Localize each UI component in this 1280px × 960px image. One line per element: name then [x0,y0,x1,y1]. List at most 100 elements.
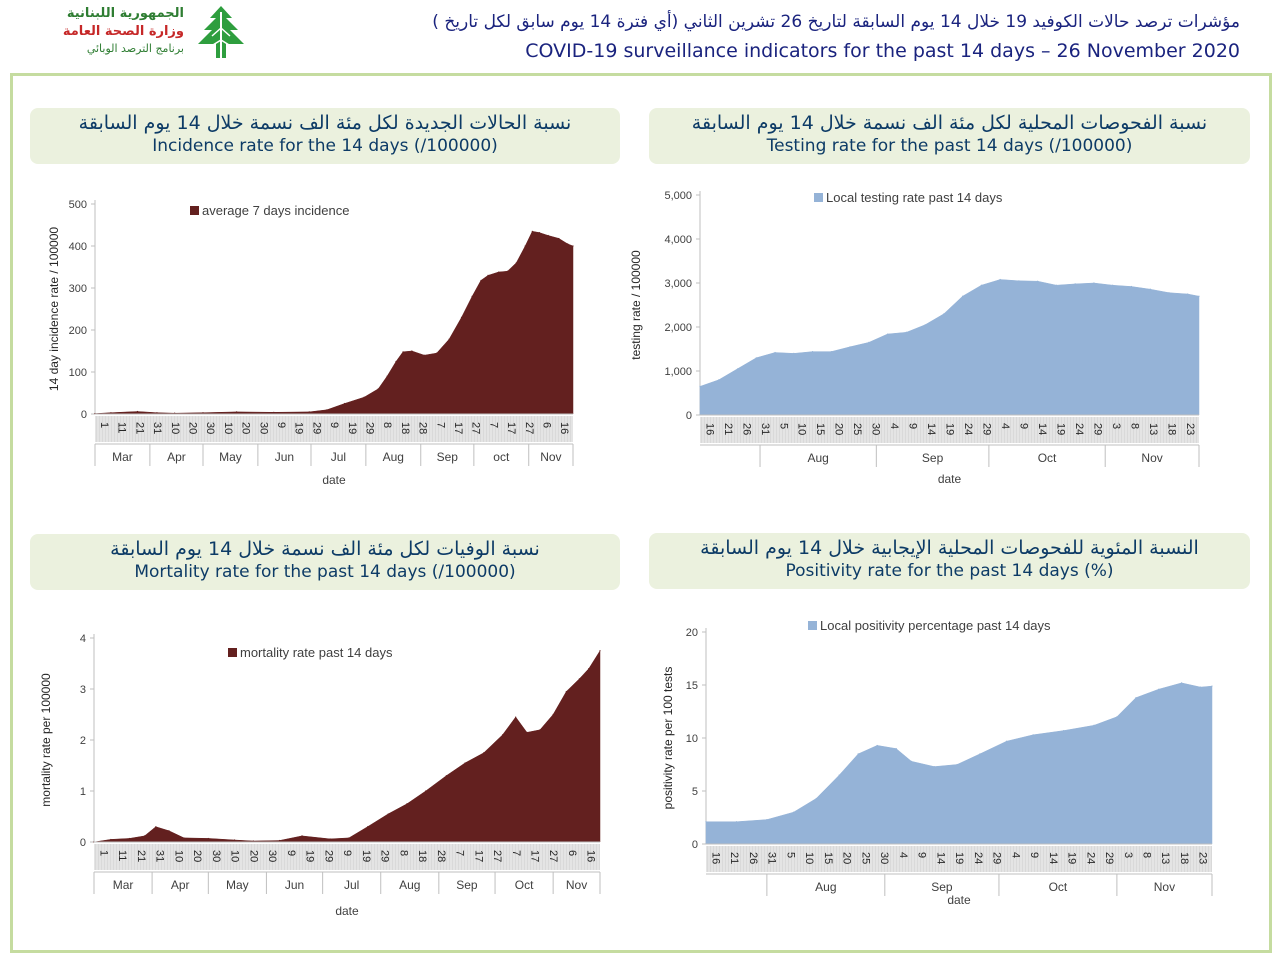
data-point [943,313,945,315]
data-point [233,839,236,841]
data-point [202,412,204,414]
x-tick-label: 9 [285,850,297,856]
x-tick-label: 4 [999,423,1011,429]
x-tick-label: 14 [934,852,946,864]
y-tick-label: 400 [69,241,87,253]
series-area [699,279,1200,416]
data-point [445,775,447,777]
x-tick-label: 15 [814,423,826,435]
x-tick-label: 29 [981,423,993,435]
data-point [1130,285,1133,288]
header: الجمهورية اللبنانية وزارة الصحة العامة ب… [0,0,1280,72]
x-tick-label: 21 [135,850,147,862]
x-tick-label: 26 [740,423,752,435]
x-tick-label: 7 [510,850,522,856]
x-day-strip [94,844,600,870]
month-label: Sep [437,450,459,464]
x-tick-label: 9 [1018,423,1030,429]
data-point [367,826,369,828]
data-point [1187,293,1189,295]
series-area [94,231,574,415]
y-axis-title: testing rate / 100000 [629,250,643,360]
x-tick-label: 24 [962,423,974,435]
data-point [498,271,500,273]
data-point [1149,288,1151,290]
x-tick-label: 20 [247,850,259,862]
x-tick-label: 5 [777,423,789,429]
x-tick-label: 30 [204,422,216,434]
data-point [830,351,832,353]
data-point [207,837,209,840]
data-point [924,324,926,326]
x-tick-label: 7 [434,422,446,428]
data-point [735,821,738,823]
x-tick-label: 31 [151,422,163,434]
data-point [1198,295,1200,297]
x-tick-label: 24 [972,852,984,864]
x-tick-label: 17 [452,422,464,434]
data-point [962,295,964,297]
x-tick-label: 21 [133,422,145,434]
month-label: Oct [1049,880,1068,894]
y-tick-label: 0 [692,839,698,851]
x-tick-label: 4 [1009,852,1021,858]
x-tick-label: 9 [907,423,919,429]
x-tick-label: 9 [275,422,287,428]
data-point [910,760,913,762]
data-point [792,811,795,813]
y-tick-label: 5 [692,786,698,798]
data-point [980,284,982,286]
x-tick-label: 19 [953,852,965,864]
x-tick-label: 20 [240,422,252,434]
data-point [905,331,907,333]
x-axis-title: date [322,473,346,487]
positivity-panel-header: النسبة المئوية للفحوصات المحلية الإيجابي… [649,533,1250,589]
x-tick-label: 27 [523,422,535,434]
data-point [506,270,509,272]
x-tick-label: 30 [266,850,278,862]
data-point [448,338,450,340]
data-point [411,350,413,352]
data-point [979,753,981,755]
x-tick-label: 29 [1103,852,1115,864]
x-tick-label: 29 [991,852,1003,864]
data-point [1032,734,1034,736]
x-tick-label: 9 [916,852,928,858]
y-axis-title: 14 day incidence rate / 100000 [47,227,61,391]
data-point [406,803,408,805]
x-tick-label: 19 [944,423,956,435]
data-point [547,234,549,237]
x-tick-label: 24 [1084,852,1096,864]
x-tick-label: 29 [310,422,322,434]
x-tick-label: 29 [364,422,376,434]
data-point [933,766,935,768]
data-point [515,716,517,718]
y-tick-label: 500 [69,199,87,211]
x-tick-label: 10 [172,850,184,862]
x-tick-label: 31 [759,423,771,435]
month-label: Jul [331,450,346,464]
y-tick-label: 300 [69,283,87,295]
x-tick-label: 23 [1197,852,1209,864]
data-point [531,230,533,232]
data-point [1211,685,1213,687]
data-point [402,351,404,353]
x-tick-label: 11 [116,422,128,433]
x-tick-label: 9 [341,850,353,856]
x-tick-label: 14 [1047,852,1059,864]
incidence-title-ar: نسبة الحالات الجديدة لكل مئة الف نسمة خل… [78,112,572,134]
data-point [857,753,859,755]
y-tick-label: 3 [80,684,86,696]
month-label: Nov [566,878,587,892]
data-point [183,837,185,839]
x-tick-label: 8 [381,422,393,428]
x-tick-label: 30 [878,852,890,864]
month-label: Oct [1038,451,1057,465]
data-point [558,237,560,240]
legend-swatch [814,193,823,202]
x-tick-label: 19 [346,422,358,434]
x-tick-label: 19 [304,850,316,862]
testing-panel-header: نسبة الفحوصات المحلية لكل مئة الف نسمة خ… [649,108,1250,164]
data-point [129,837,131,840]
x-tick-label: 18 [1165,423,1177,435]
